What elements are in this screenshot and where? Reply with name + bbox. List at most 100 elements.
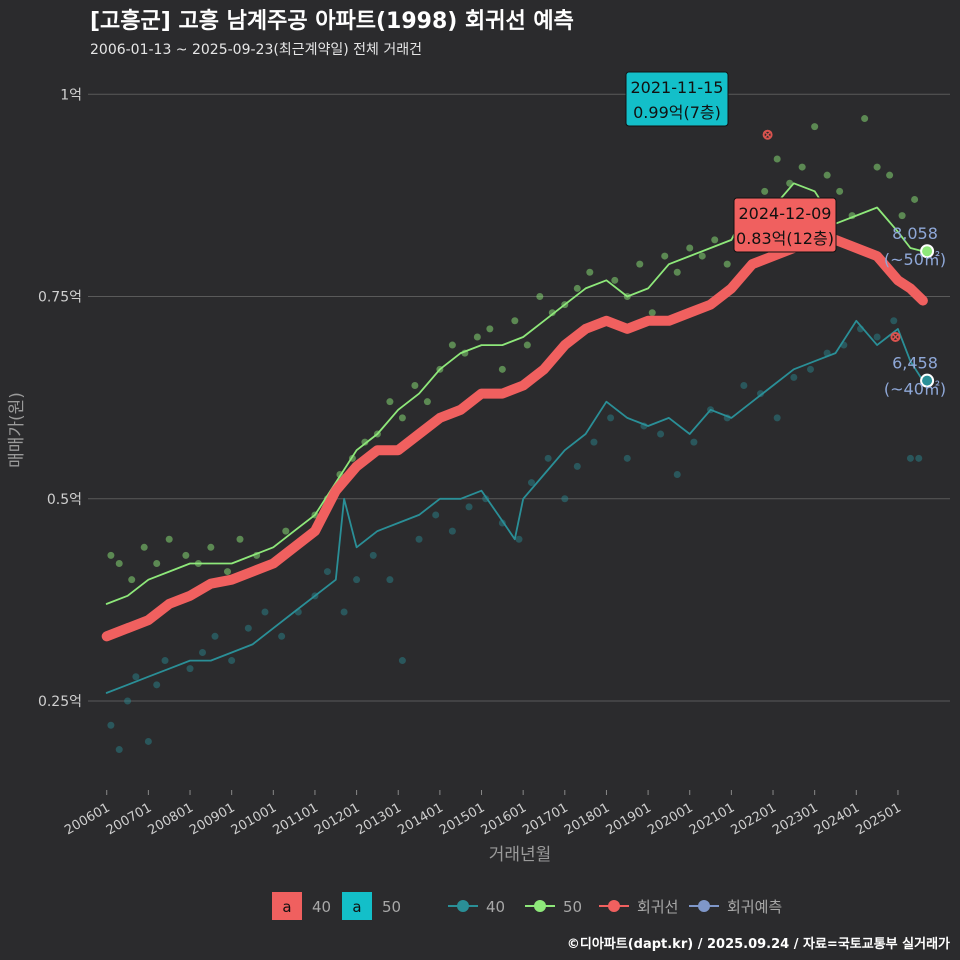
point-50: [448, 341, 456, 349]
point-40: [340, 608, 348, 616]
point-50: [823, 171, 831, 179]
point-50: [761, 187, 769, 195]
point-50: [711, 236, 719, 244]
point-50: [398, 414, 406, 422]
chart-subtitle: 2006-01-13 ~ 2025-09-23(최근계약일) 전체 거래건: [90, 42, 422, 58]
x-tick-label: 201601: [479, 800, 529, 838]
point-50: [423, 398, 431, 406]
point-50: [648, 309, 656, 317]
point-40: [607, 414, 615, 422]
annotation-box: [733, 197, 837, 253]
point-40: [124, 697, 132, 705]
credit-text: ©디아파트(dapt.kr) / 2025.09.24 / 자료=국토교통부 실…: [567, 936, 950, 952]
x-tick-label: 202201: [729, 800, 779, 838]
point-50: [115, 559, 123, 567]
point-40: [415, 535, 423, 543]
x-tick-label: 202501: [853, 800, 903, 838]
point-40: [132, 673, 140, 681]
point-50: [586, 268, 594, 276]
annotation-marker: [890, 331, 901, 342]
legend-line-label: 50: [563, 898, 582, 916]
legend-line-dot: [608, 900, 620, 912]
annotation-x-mark: [764, 131, 772, 139]
end-labels: 8,058 (~50㎡) 6,458 (~40㎡): [884, 224, 946, 398]
end-label-value: 6,458: [892, 354, 938, 373]
annotation-box: [625, 71, 729, 127]
x-tick-label: 202001: [645, 800, 695, 838]
point-50: [140, 543, 148, 551]
point-40: [527, 479, 535, 487]
annotation-x-mark: [891, 333, 899, 341]
legend-fill-key-letter: a: [352, 898, 361, 916]
annotation-date: 2024-12-09: [739, 204, 832, 223]
legend-fill-key: [272, 892, 302, 920]
point-40: [115, 746, 123, 754]
legend-line-label: 회귀선: [637, 898, 678, 916]
point-40: [199, 648, 207, 656]
point-50: [886, 171, 894, 179]
x-tick-label: 201201: [312, 800, 362, 838]
legend-fill-label: 40: [312, 898, 331, 916]
point-50: [536, 293, 544, 301]
legend-fill-label: 50: [382, 898, 401, 916]
x-tick-label: 202301: [770, 800, 820, 838]
point-40: [873, 333, 881, 341]
legend: a 40 a 50 40 50 회귀선 회귀예측: [272, 892, 782, 920]
point-40: [906, 454, 914, 462]
series-line-회귀선: [101, 234, 928, 642]
point-50: [207, 543, 215, 551]
point-40: [107, 721, 115, 729]
point-40: [915, 454, 923, 462]
end-label-unit: (~40㎡): [884, 380, 946, 399]
x-tick-label: 201801: [562, 800, 612, 838]
series-line-40: [105, 319, 924, 694]
point-50: [798, 163, 806, 171]
point-40: [623, 454, 631, 462]
grid-lines: [88, 93, 950, 702]
x-axis-title: 거래년월: [489, 845, 552, 865]
y-tick-label: 0.75억: [38, 290, 82, 306]
x-tick-label: 201301: [354, 800, 404, 838]
point-50: [911, 195, 919, 203]
point-40: [544, 454, 552, 462]
point-50: [523, 341, 531, 349]
legend-fill-key: [342, 892, 372, 920]
point-50: [673, 268, 681, 276]
point-40: [657, 430, 665, 438]
point-50: [153, 559, 161, 567]
point-50: [498, 365, 506, 373]
annotation-date: 2021-11-15: [631, 78, 724, 97]
y-tick-label: 0.25억: [38, 694, 82, 710]
x-tick-label: 202401: [812, 800, 862, 838]
legend-fill-key-letter: a: [282, 898, 291, 916]
x-tick-label: 200801: [146, 800, 196, 838]
y-axis-ticks: 0.25억 0.5억 0.75억 1억: [38, 87, 82, 710]
point-40: [153, 681, 161, 689]
annotations: 2021-11-15 0.99억(7층) 2024-12-09 0.83억(12층): [625, 71, 901, 342]
point-40: [323, 568, 331, 576]
chart-title: [고흥군] 고흥 남계주공 아파트(1998) 회귀선 예측: [90, 9, 574, 34]
legend-line-label: 40: [486, 898, 505, 916]
point-40: [590, 438, 598, 446]
legend-line-dot: [698, 900, 710, 912]
point-40: [186, 665, 194, 673]
point-50: [511, 317, 519, 325]
point-40: [757, 390, 765, 398]
point-40: [790, 373, 798, 381]
x-tick-label: 200601: [62, 800, 112, 838]
point-50: [282, 527, 290, 535]
point-50: [224, 568, 232, 576]
series-lines: [101, 182, 928, 694]
point-40: [673, 470, 681, 478]
point-40: [740, 382, 748, 390]
point-50: [836, 187, 844, 195]
point-50: [573, 284, 581, 292]
legend-line-dot: [457, 900, 469, 912]
point-50: [636, 260, 644, 268]
point-50: [236, 535, 244, 543]
point-40: [515, 535, 523, 543]
point-50: [128, 576, 136, 584]
point-40: [773, 414, 781, 422]
point-40: [890, 317, 898, 325]
